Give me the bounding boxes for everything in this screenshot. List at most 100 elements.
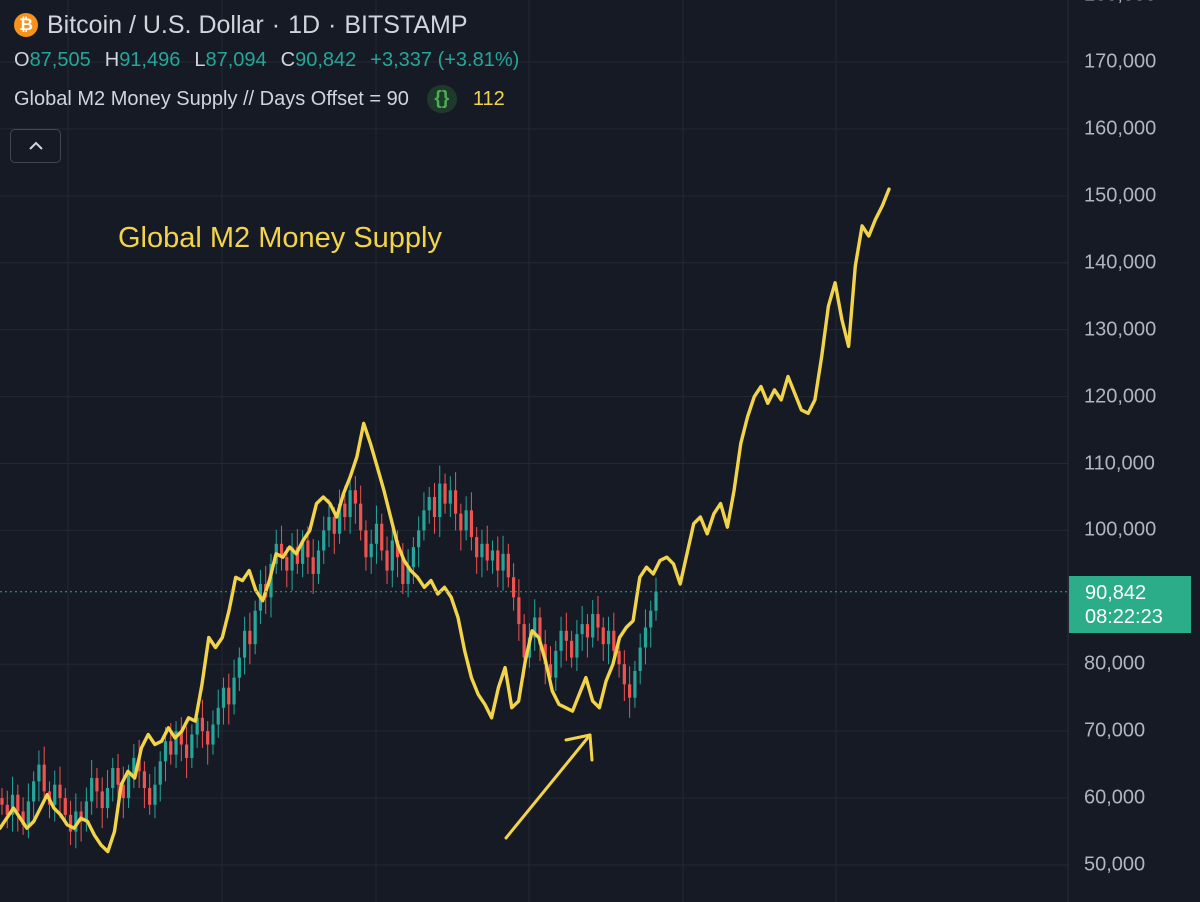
- candle-body: [469, 510, 474, 538]
- candle: [32, 771, 36, 819]
- candle: [422, 492, 426, 541]
- candle: [570, 630, 574, 668]
- candle-body: [116, 767, 120, 785]
- chart-legend: ₿ Bitcoin / U.S. Dollar · 1D · BITSTAMP …: [14, 8, 519, 114]
- candle-body: [395, 540, 400, 558]
- candle-body: [179, 731, 183, 745]
- candle: [443, 473, 447, 514]
- candle-body: [517, 597, 521, 625]
- candle-body: [438, 483, 442, 518]
- candle: [417, 516, 421, 568]
- candle: [469, 492, 474, 551]
- candle-body: [311, 557, 315, 574]
- candle-body: [575, 634, 579, 658]
- candle: [506, 543, 510, 588]
- candle-body: [195, 717, 199, 735]
- collapse-legend-button[interactable]: [10, 129, 61, 163]
- candle-body: [369, 543, 373, 558]
- candle-body: [496, 550, 500, 571]
- candle-body: [84, 801, 88, 822]
- candle-body: [612, 630, 616, 651]
- candle-body: [100, 791, 104, 809]
- y-tick-label: 60,000: [1084, 786, 1146, 809]
- candle-body: [232, 677, 236, 705]
- candle-body: [79, 811, 83, 822]
- y-tick-label: 100,000: [1084, 518, 1157, 541]
- symbol-title[interactable]: ₿ Bitcoin / U.S. Dollar · 1D · BITSTAMP: [14, 8, 519, 42]
- candle-body: [570, 640, 574, 658]
- candle-body: [564, 630, 568, 641]
- candle-body: [464, 510, 468, 531]
- candle: [42, 746, 46, 802]
- candle-body: [211, 724, 215, 745]
- candle-body: [148, 788, 152, 805]
- candle-body: [0, 798, 4, 805]
- candle-body: [596, 614, 600, 628]
- indicator-legend[interactable]: Global M2 Money Supply // Days Offset = …: [14, 84, 519, 114]
- candle-body: [285, 557, 289, 571]
- candle-body: [237, 657, 241, 678]
- candle: [575, 620, 579, 671]
- ohlc-high: H91,496: [104, 49, 181, 71]
- candle-body: [105, 788, 110, 809]
- candle: [322, 516, 326, 564]
- candle-body: [184, 744, 189, 758]
- candle: [148, 773, 152, 815]
- arrow-head: [564, 733, 594, 762]
- candle: [279, 525, 284, 571]
- y-tick-label: 120,000: [1084, 385, 1157, 408]
- candle-body: [533, 617, 537, 638]
- candle: [237, 647, 241, 692]
- candle: [121, 766, 125, 819]
- candle-body: [306, 540, 310, 558]
- candle-body: [68, 814, 73, 832]
- candle-body: [42, 764, 46, 792]
- candle-body: [290, 547, 294, 571]
- separator: ·: [328, 10, 337, 39]
- candle: [26, 783, 30, 839]
- candle-body: [364, 530, 368, 558]
- candle-body: [348, 490, 352, 518]
- candle: [580, 606, 584, 651]
- candle-body: [10, 794, 15, 815]
- candle: [290, 533, 294, 591]
- candle-body: [332, 517, 336, 534]
- candle: [496, 536, 500, 588]
- candle-body: [5, 804, 9, 815]
- candle-body: [221, 687, 226, 708]
- candle: [464, 496, 468, 541]
- candle-body: [132, 757, 136, 775]
- source-code-icon[interactable]: {}: [426, 85, 457, 113]
- candle: [453, 472, 458, 531]
- candle: [533, 599, 537, 651]
- candle: [111, 757, 115, 802]
- candle: [485, 525, 489, 571]
- candle-body: [337, 503, 342, 534]
- candle: [596, 595, 600, 641]
- candle: [116, 753, 120, 802]
- candle: [369, 529, 373, 574]
- candle-body: [343, 503, 347, 518]
- candle: [559, 616, 563, 668]
- candle: [200, 699, 205, 748]
- candle-body: [158, 761, 162, 785]
- candle: [617, 640, 621, 678]
- candle-body: [490, 550, 495, 561]
- candle-body: [622, 664, 626, 685]
- candle-body: [459, 513, 463, 531]
- candle-body: [253, 610, 257, 645]
- candle-body: [227, 687, 231, 705]
- candle: [411, 537, 415, 584]
- candle: [132, 743, 136, 789]
- candle-body: [617, 650, 621, 665]
- candle: [554, 640, 558, 692]
- arrow-shaft: [504, 733, 592, 840]
- candle-body: [380, 523, 384, 551]
- candle-body: [585, 624, 590, 638]
- candle: [475, 527, 479, 574]
- candle: [638, 633, 642, 685]
- candle-body: [359, 503, 363, 531]
- candle: [158, 751, 162, 802]
- candle-body: [63, 798, 67, 815]
